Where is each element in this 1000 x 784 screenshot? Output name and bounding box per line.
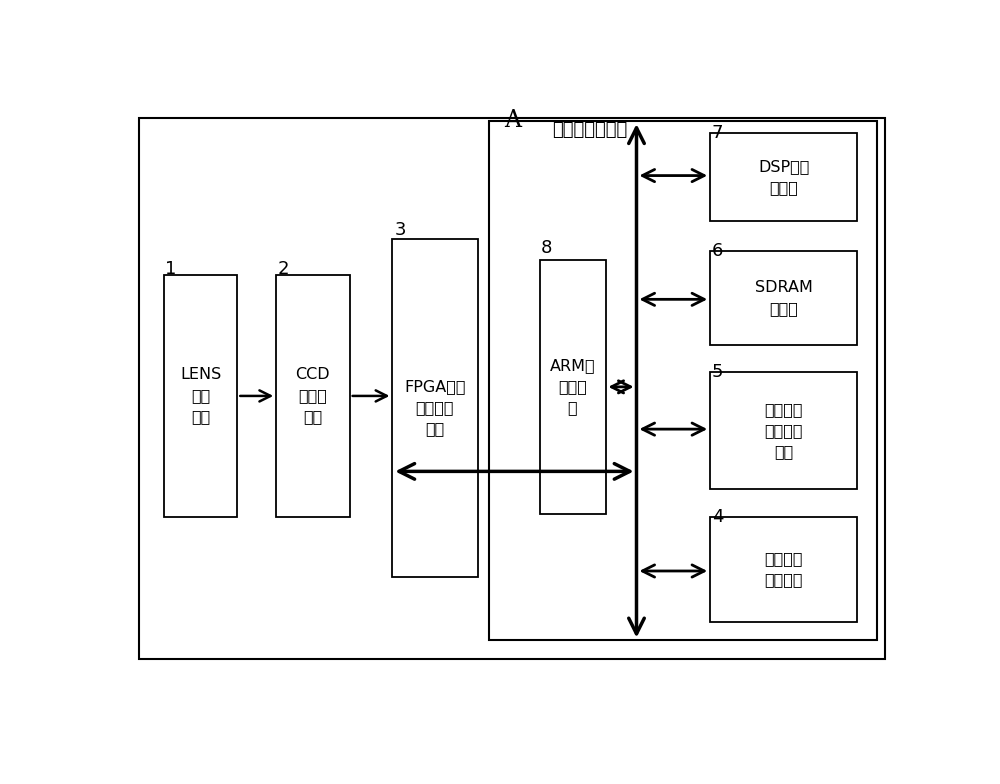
Bar <box>139 118 885 659</box>
Bar <box>540 260 606 514</box>
Bar <box>710 372 857 489</box>
Text: CCD
图像传
感器: CCD 图像传 感器 <box>296 368 330 424</box>
Text: 视频捕获
预处理器: 视频捕获 预处理器 <box>765 551 803 587</box>
Text: A: A <box>504 109 521 132</box>
Text: FPGA可编
程逻辑处
理器: FPGA可编 程逻辑处 理器 <box>404 379 466 437</box>
Bar <box>164 275 237 517</box>
Text: 7: 7 <box>712 125 723 142</box>
Bar <box>276 275 350 517</box>
Text: DSP图像
处理器: DSP图像 处理器 <box>758 159 809 195</box>
Text: 6: 6 <box>712 242 723 260</box>
Text: 4: 4 <box>712 507 723 525</box>
Text: 图像、视
频编码处
理器: 图像、视 频编码处 理器 <box>765 402 803 459</box>
Text: 5: 5 <box>712 363 723 381</box>
Text: 8: 8 <box>541 239 553 257</box>
Text: ARM中
心处理
器: ARM中 心处理 器 <box>550 358 595 416</box>
Bar <box>710 133 857 221</box>
Text: 1: 1 <box>165 260 177 278</box>
Text: SDRAM
存储器: SDRAM 存储器 <box>755 280 813 316</box>
Bar <box>710 251 857 345</box>
Bar <box>392 239 478 577</box>
Text: 智能网络摄像机: 智能网络摄像机 <box>552 122 628 140</box>
Bar <box>710 517 857 622</box>
Bar <box>489 122 877 641</box>
Text: 2: 2 <box>278 260 289 278</box>
Text: LENS
光学
镜头: LENS 光学 镜头 <box>180 368 221 424</box>
Text: 3: 3 <box>395 221 406 239</box>
